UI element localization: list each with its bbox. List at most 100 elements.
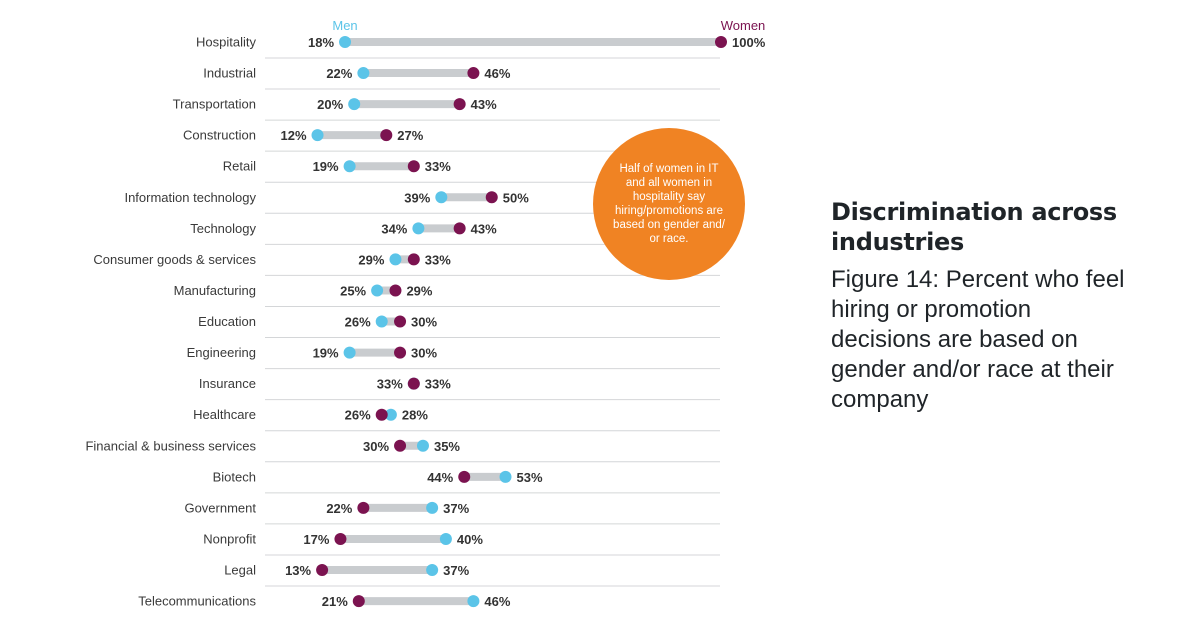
men-dot [412, 222, 425, 235]
men-value-label: 19% [313, 159, 339, 174]
men-value-label: 37% [443, 563, 469, 578]
men-value-label: 12% [280, 128, 306, 143]
men-dot [426, 564, 439, 577]
category-label: Telecommunications [138, 594, 256, 609]
women-value-label: 33% [425, 159, 451, 174]
category-label: Manufacturing [174, 283, 256, 298]
women-value-label: 21% [322, 594, 348, 609]
men-value-label: 28% [402, 408, 428, 423]
women-value-label: 43% [471, 221, 497, 236]
legend-women: Women [721, 18, 766, 33]
women-dot [485, 191, 498, 204]
category-label: Legal [224, 563, 256, 578]
men-dot [499, 470, 512, 483]
women-value-label: 13% [285, 563, 311, 578]
women-dot [316, 564, 329, 577]
men-value-label: 39% [404, 190, 430, 205]
figure-caption: Figure 14: Percent who feel hiring or pr… [831, 266, 1125, 413]
category-label: Consumer goods & services [93, 252, 256, 267]
women-dot [380, 129, 393, 142]
category-label: Engineering [187, 345, 256, 360]
men-value-label: 29% [358, 252, 384, 267]
women-dot [389, 284, 402, 297]
women-value-label: 29% [406, 283, 432, 298]
men-value-label: 19% [313, 346, 339, 361]
women-value-label: 30% [411, 346, 437, 361]
women-dot [407, 160, 420, 173]
men-value-label: 18% [308, 35, 334, 50]
women-value-label: 43% [471, 97, 497, 112]
women-dot [394, 315, 407, 328]
women-dot [394, 439, 407, 452]
men-dot [371, 284, 384, 297]
category-label: Healthcare [193, 407, 256, 422]
women-value-label: 44% [427, 470, 453, 485]
women-value-label: 50% [503, 190, 529, 205]
women-value-label: 33% [425, 377, 451, 392]
women-dot [334, 532, 347, 545]
chart-title: Discrimination across industries [831, 198, 1117, 256]
men-value-label: 22% [326, 66, 352, 81]
women-value-label: 26% [345, 408, 371, 423]
men-dot [311, 129, 324, 142]
men-value-label: 34% [381, 221, 407, 236]
men-dot [467, 595, 480, 608]
men-value-label: 20% [317, 97, 343, 112]
side-panel: Discrimination across industries Figure … [831, 197, 1131, 415]
men-dot [389, 253, 402, 266]
women-value-label: 22% [326, 501, 352, 516]
category-label: Government [184, 500, 256, 515]
category-label: Financial & business services [85, 438, 256, 453]
callout-bubble: Half of women in IT and all women in hos… [593, 128, 745, 280]
men-dot [357, 67, 370, 80]
women-dot [458, 470, 471, 483]
men-dot [343, 160, 356, 173]
women-value-label: 100% [732, 35, 766, 50]
women-value-label: 30% [411, 315, 437, 330]
men-value-label: 37% [443, 501, 469, 516]
men-value-label: 26% [345, 315, 371, 330]
women-value-label: 30% [363, 439, 389, 454]
women-dot [715, 36, 727, 48]
women-value-label: 46% [484, 66, 510, 81]
category-label: Retail [223, 159, 256, 174]
category-label: Education [198, 314, 256, 329]
category-label: Information technology [124, 190, 256, 205]
category-label: Technology [190, 221, 256, 236]
men-dot [426, 501, 439, 514]
category-label: Nonprofit [203, 531, 256, 546]
women-dot [453, 222, 466, 235]
women-dot [394, 346, 407, 359]
men-value-label: 53% [517, 470, 543, 485]
women-value-label: 17% [303, 532, 329, 547]
men-dot [416, 439, 429, 452]
women-dot [407, 377, 420, 390]
women-dot [407, 253, 420, 266]
category-label: Biotech [213, 469, 256, 484]
men-value-label: 35% [434, 439, 460, 454]
men-value-label: 33% [377, 377, 403, 392]
men-dot [375, 315, 388, 328]
men-dot [439, 532, 452, 545]
women-value-label: 27% [397, 128, 423, 143]
legend-men: Men [332, 18, 357, 33]
category-label: Transportation [173, 97, 256, 112]
men-value-label: 46% [484, 594, 510, 609]
women-dot [375, 408, 388, 421]
women-dot [467, 67, 480, 80]
category-label: Industrial [203, 66, 256, 81]
men-value-label: 40% [457, 532, 483, 547]
category-label: Insurance [199, 376, 256, 391]
men-dot [435, 191, 448, 204]
men-dot [384, 408, 397, 421]
men-dot [339, 36, 352, 48]
men-value-label: 25% [340, 283, 366, 298]
men-dot [343, 346, 356, 359]
category-label: Hospitality [196, 35, 256, 50]
women-dot [453, 98, 466, 111]
category-label: Construction [183, 128, 256, 143]
women-dot [357, 501, 370, 514]
callout-text: Half of women in IT and all women in hos… [613, 163, 725, 245]
men-dot [348, 98, 361, 111]
